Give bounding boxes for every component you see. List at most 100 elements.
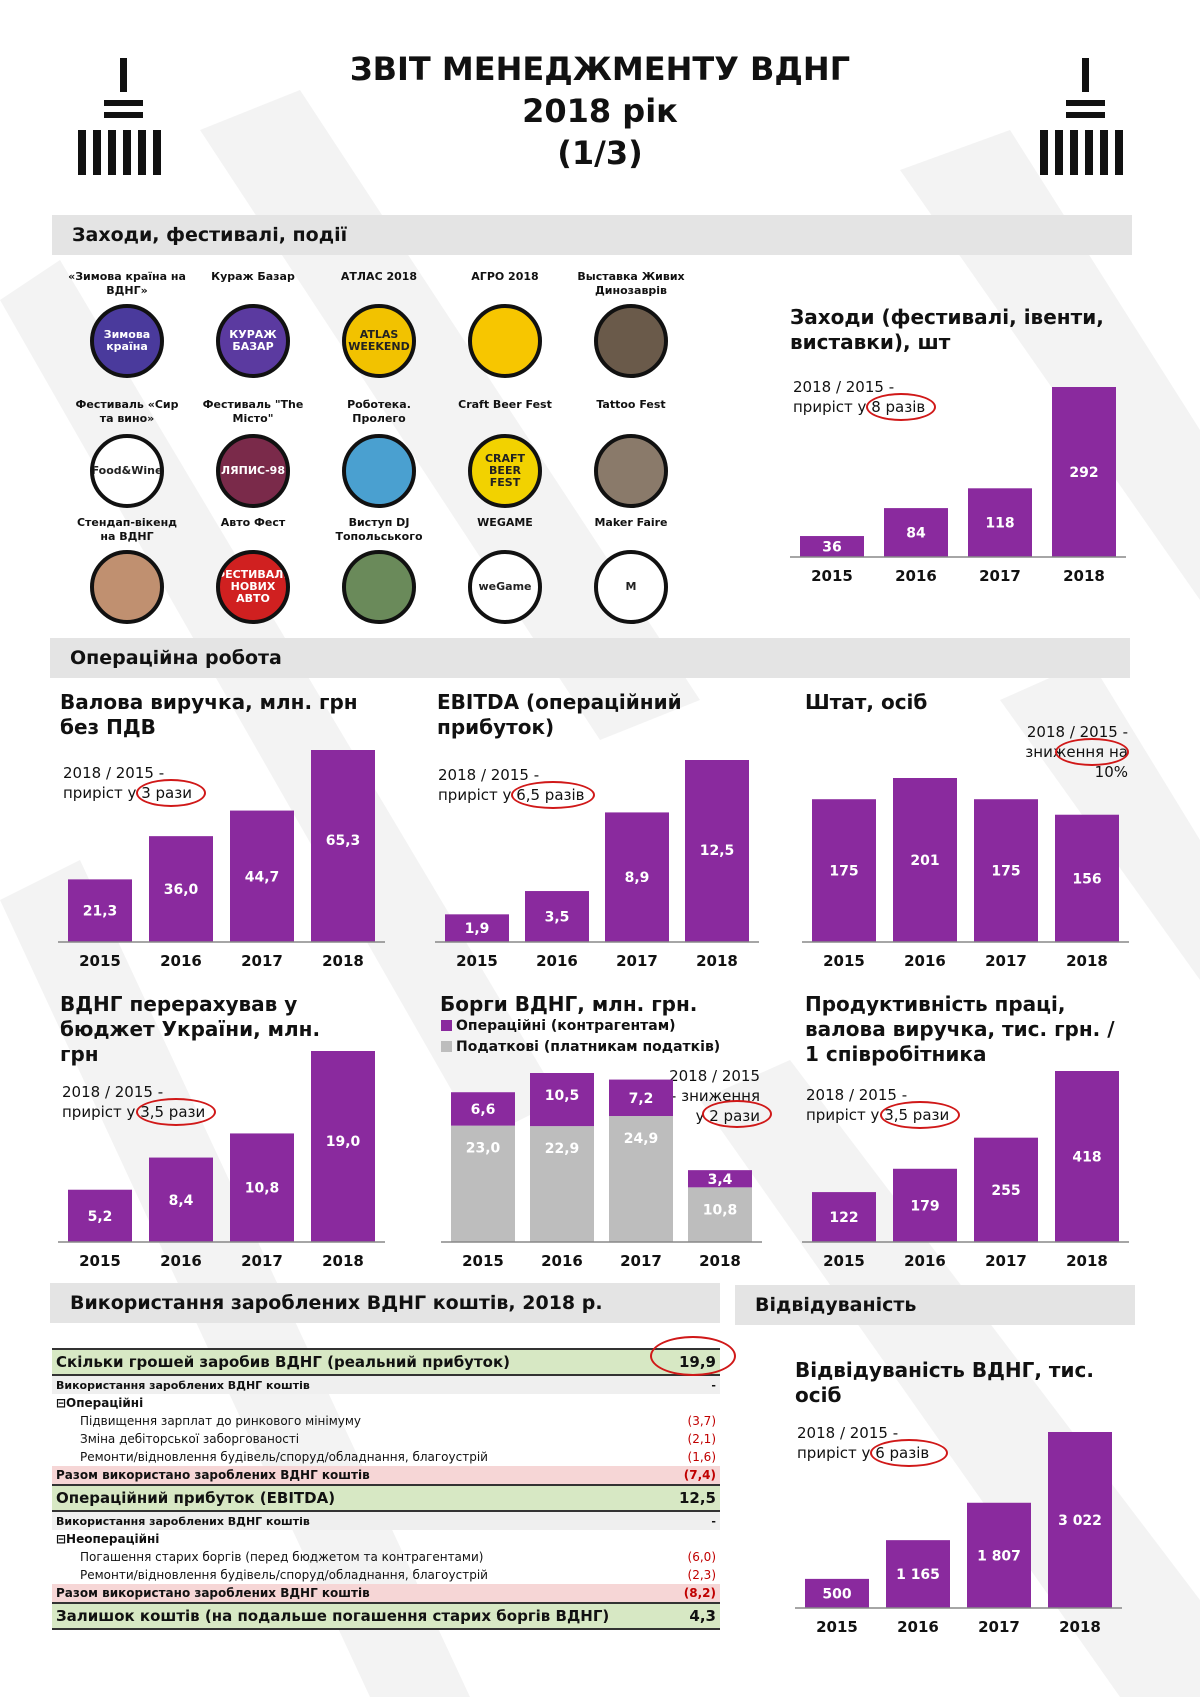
funds-row-label: Ремонти/відновлення будівель/споруд/обла…: [80, 1450, 488, 1464]
bar: [1055, 814, 1119, 942]
event-label: Авто Фест: [220, 516, 286, 529]
x-tick-label: 2016: [160, 1252, 202, 1270]
bar-value-label: 44,7: [245, 869, 280, 885]
x-tick-label: 2016: [536, 952, 578, 970]
vdnh-logo-left-icon: [78, 58, 161, 175]
bar-value-label: 175: [829, 864, 858, 880]
event-logo-icon: M: [594, 550, 668, 624]
x-tick-label: 2015: [823, 952, 865, 970]
chart-title-events: Заходи (фестивалі, івенти, виставки), шт: [790, 305, 1104, 354]
highlight-ellipse-productivity: [880, 1101, 960, 1129]
x-tick-label: 2016: [904, 952, 946, 970]
event-logo-text: КУРАЖ БАЗАР: [229, 328, 277, 353]
x-tick-label: 2016: [897, 1618, 939, 1636]
bar-value-label: 1,9: [465, 921, 490, 937]
bar-value-label: 292: [1069, 465, 1098, 481]
event-logo-text: Food&Wine: [91, 464, 163, 477]
event-label: АТЛАС 2018: [340, 270, 418, 283]
x-tick-label: 2018: [1066, 1252, 1108, 1270]
event-logo-text: CRAFT BEER FEST: [484, 452, 526, 489]
bar-value-label: 418: [1072, 1150, 1101, 1166]
note-budget-pre: 2018 / 2015 -: [62, 1083, 164, 1101]
funds-row-value: (7,4): [632, 1466, 720, 1485]
bar-value-label: 175: [991, 864, 1020, 880]
x-tick-label: 2017: [620, 1252, 662, 1270]
chart-title-attendance: Відвідуваність ВДНГ, тис. осіб: [795, 1358, 1094, 1407]
event-logo-icon: weGame: [468, 550, 542, 624]
event-label: Стендап-вікенд на ВДНГ: [76, 516, 178, 543]
bar: [968, 488, 1032, 557]
bar: [68, 879, 132, 942]
bar-value-label: 10,5: [545, 1088, 580, 1104]
event-logo-icon: КУРАЖ БАЗАР: [216, 304, 290, 378]
bar: [311, 750, 375, 942]
event-label: Tattoo Fest: [596, 398, 666, 411]
bar-value-label: 1 165: [896, 1567, 940, 1583]
funds-row-label: Разом використано зароблених ВДНГ коштів: [52, 1584, 632, 1603]
note-debts-pre: 2018 / 2015: [669, 1067, 760, 1085]
bar-value-label: 122: [829, 1210, 858, 1226]
x-tick-label: 2018: [322, 952, 364, 970]
funds-row-value: 12,5: [632, 1484, 720, 1512]
funds-row-label: Скільки грошей заробив ВДНГ (реальний пр…: [52, 1348, 632, 1376]
bar-value-label: 500: [822, 1586, 851, 1602]
bar: [685, 760, 749, 942]
event-logo-icon: [594, 304, 668, 378]
highlight-ellipse-revenue: [136, 779, 206, 807]
chart-title-debts: Борги ВДНГ, млн. грн.: [440, 992, 698, 1016]
x-tick-label: 2018: [699, 1252, 741, 1270]
x-tick-label: 2017: [616, 952, 658, 970]
vdnh-logo-right-icon: [1040, 58, 1123, 175]
bar: [149, 836, 213, 942]
event-logo-text: M: [625, 580, 637, 593]
section-operations: Операційна робота: [50, 638, 1130, 678]
event-label: Фестиваль «Сир та вино»: [75, 398, 179, 425]
bar: [967, 1502, 1031, 1608]
funds-row-label: Погашення старих боргів (перед бюджетом …: [80, 1550, 484, 1564]
funds-row-item: Ремонти/відновлення будівель/споруд/обла…: [52, 1566, 720, 1584]
bar-tax: [609, 1116, 673, 1242]
note-ebitda-pre: 2018 / 2015 -: [438, 766, 540, 784]
event-label: Роботека. Пролего: [347, 398, 411, 425]
event-label: АГРО 2018: [471, 270, 539, 283]
funds-row-big: Залишок коштів (на подальше погашення ст…: [52, 1602, 720, 1630]
funds-row-value: -: [632, 1511, 720, 1530]
chart-productivity: 122 2015 179 2016 255 2017 418 2018: [802, 1071, 1129, 1270]
highlight-ellipse-events: [866, 393, 936, 421]
event-logo-text: weGame: [478, 580, 532, 593]
event-logo-text: ЛЯПИС-98: [221, 464, 285, 477]
funds-row-item: Погашення старих боргів (перед бюджетом …: [52, 1548, 720, 1566]
x-tick-label: 2017: [978, 1618, 1020, 1636]
note-productivity-pre: 2018 / 2015 -: [806, 1086, 908, 1104]
x-tick-label: 2017: [985, 1252, 1027, 1270]
chart-debts: 23,0 6,6 2015 22,9 10,5 2016 24,9 7,2 2017 10,8 3,…: [441, 1073, 762, 1270]
x-tick-label: 2016: [895, 567, 937, 585]
chart-title-staff: Штат, осіб: [805, 690, 928, 714]
bar: [525, 891, 589, 942]
event-logo-icon: CRAFT BEER FEST: [468, 434, 542, 508]
bar-value-label: 179: [910, 1198, 939, 1214]
x-tick-label: 2018: [1063, 567, 1105, 585]
bar: [800, 536, 864, 557]
bar: [812, 799, 876, 942]
funds-row-item: Зміна дебіторської заборгованості (2,1): [52, 1430, 720, 1448]
funds-row-label: Ремонти/відновлення будівель/споруд/обла…: [80, 1568, 488, 1582]
funds-row-sub: Використання зароблених ВДНГ коштів -: [52, 1375, 720, 1394]
bar: [68, 1189, 132, 1242]
funds-row-big: Операційний прибуток (EBITDA) 12,5: [52, 1484, 720, 1512]
x-tick-label: 2015: [79, 1252, 121, 1270]
highlight-ellipse-profit: [650, 1336, 736, 1376]
highlight-ellipse-attendance: [870, 1439, 948, 1467]
funds-row-label: ⊟Операційні: [56, 1396, 144, 1410]
chart-title-productivity: Продуктивність праці, валова виручка, ти…: [805, 992, 1115, 1066]
bar-value-label: 24,9: [624, 1131, 659, 1147]
event-logo-text: ATLAS WEEKEND: [348, 328, 410, 353]
bar: [605, 812, 669, 942]
bar-value-label: 3,4: [708, 1172, 733, 1188]
funds-row-label: Використання зароблених ВДНГ коштів: [52, 1511, 632, 1530]
note-events-pre: 2018 / 2015 -: [793, 378, 895, 396]
bar-value-label: 8,9: [625, 870, 650, 886]
bar-tax: [451, 1125, 515, 1242]
event-logo-icon: [90, 550, 164, 624]
bar: [1055, 1071, 1119, 1242]
